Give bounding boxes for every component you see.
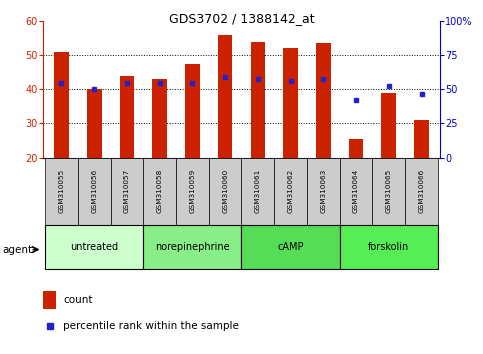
Text: GSM310057: GSM310057 (124, 169, 130, 213)
Text: GSM310061: GSM310061 (255, 169, 261, 213)
Text: norepinephrine: norepinephrine (155, 242, 230, 252)
Bar (340, 158, 372, 225)
Bar (209, 158, 242, 225)
Text: forskolin: forskolin (368, 242, 410, 252)
Bar (274, 158, 307, 225)
Bar (218, 35, 232, 158)
Text: GSM310066: GSM310066 (419, 169, 425, 213)
Bar (143, 225, 242, 269)
Text: GSM310056: GSM310056 (91, 169, 97, 213)
Text: count: count (63, 295, 93, 305)
Bar (242, 225, 340, 269)
Bar (307, 158, 340, 225)
Text: agent: agent (2, 245, 32, 255)
Bar (372, 158, 405, 225)
Bar (45, 225, 143, 269)
Text: GSM310058: GSM310058 (156, 169, 163, 213)
Bar (78, 158, 111, 225)
Text: GSM310064: GSM310064 (353, 169, 359, 213)
Text: untreated: untreated (70, 242, 118, 252)
Text: percentile rank within the sample: percentile rank within the sample (63, 321, 239, 331)
Text: GSM310063: GSM310063 (320, 169, 327, 213)
Bar (251, 42, 265, 158)
Bar (382, 93, 396, 158)
Text: GSM310062: GSM310062 (287, 169, 294, 213)
Bar (405, 158, 438, 225)
Bar (242, 158, 274, 225)
Bar (120, 76, 134, 158)
Bar (143, 158, 176, 225)
Text: cAMP: cAMP (277, 242, 304, 252)
Bar (87, 89, 101, 158)
Text: GSM310065: GSM310065 (386, 169, 392, 213)
Bar (349, 139, 363, 158)
Bar (111, 158, 143, 225)
Bar (185, 64, 200, 158)
Bar (43, 291, 56, 309)
Bar (340, 225, 438, 269)
Bar (316, 44, 331, 158)
Bar (283, 48, 298, 158)
Text: GSM310055: GSM310055 (58, 169, 64, 213)
Bar (152, 79, 167, 158)
Bar (176, 158, 209, 225)
Bar (45, 158, 78, 225)
Text: GSM310059: GSM310059 (189, 169, 196, 213)
Bar (54, 52, 69, 158)
Text: GSM310060: GSM310060 (222, 169, 228, 213)
Text: GDS3702 / 1388142_at: GDS3702 / 1388142_at (169, 12, 314, 25)
Bar (414, 120, 429, 158)
